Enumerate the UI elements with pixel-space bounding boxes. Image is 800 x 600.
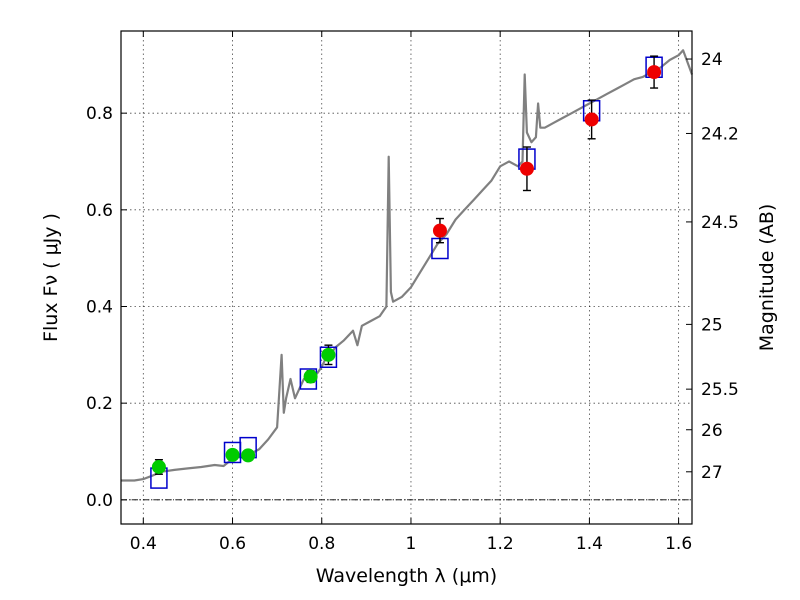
y-tick-label: 0.4 (86, 298, 113, 318)
y-tick-label: 0.2 (86, 394, 113, 414)
plot-frame (120, 30, 693, 525)
observed-nir-series (432, 55, 662, 244)
right-tick-label: 24.5 (701, 213, 739, 233)
right-tick-label: 24.2 (701, 124, 739, 144)
observed-nir-point (647, 65, 662, 80)
right-axis-label: Magnitude (AB) (756, 204, 778, 352)
model-spectrum-series (121, 49, 694, 482)
right-tick-label: 26 (701, 421, 723, 441)
observed-optical-point (321, 347, 336, 362)
x-tick-label: 0.6 (219, 534, 246, 554)
x-tick-label: 0.8 (308, 534, 335, 554)
right-tick-label: 25 (701, 315, 723, 335)
observed-optical-point (303, 369, 318, 384)
x-tick-label: 1.2 (487, 534, 514, 554)
observed-nir-point (519, 161, 534, 176)
axis-ticks (121, 31, 692, 524)
observed-nir-point (584, 112, 599, 127)
x-tick-label: 0.4 (130, 534, 157, 554)
y-tick-label: 0.8 (86, 104, 113, 124)
observed-optical-point (241, 448, 256, 463)
right-tick-label: 24 (701, 50, 723, 70)
x-tick-label: 1.4 (576, 534, 603, 554)
x-tick-label: 1 (406, 534, 417, 554)
model-spectrum-line (121, 49, 694, 482)
y-axis-label: Flux Fν ( μJy ) (40, 213, 62, 342)
right-tick-label: 27 (701, 463, 723, 483)
x-axis-label: Wavelength λ (μm) (316, 565, 497, 587)
y-tick-label: 0.0 (86, 491, 113, 511)
x-tick-labels: 0.4 0.6 0.8 1 1.2 1.4 1.6 (130, 534, 692, 554)
right-tick-labels: 24 24.2 24.5 25 25.5 26 27 (701, 50, 739, 483)
right-tick-label: 25.5 (701, 380, 739, 400)
observed-optical-series (151, 344, 336, 475)
observed-nir-point (432, 223, 447, 238)
observed-optical-point (151, 459, 166, 474)
y-tick-label: 0.6 (86, 201, 113, 221)
observed-optical-point (225, 447, 240, 462)
y-tick-labels: 0.0 0.2 0.4 0.6 0.8 (86, 104, 113, 511)
x-tick-label: 1.6 (665, 534, 692, 554)
